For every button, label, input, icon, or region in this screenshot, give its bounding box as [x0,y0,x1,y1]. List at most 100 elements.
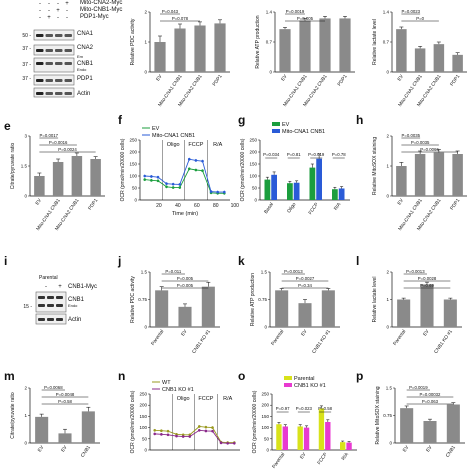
panel-letter: l [356,254,359,268]
y-tick-label: 0.75 [383,413,392,418]
data-point [165,185,168,189]
data-point [160,429,163,433]
bar [338,188,345,200]
p-value: P=0.043 [162,9,179,14]
p-value: P=0.0016 [49,140,68,145]
y-tick-label: 50 [132,186,138,191]
data-point [211,429,214,433]
bar [423,421,437,443]
bar [154,42,166,72]
phase-label: FCCP [198,396,213,402]
data-point [171,186,175,189]
y-tick-label: 0.75 [258,297,267,302]
bar [452,54,463,72]
y-tick-label: 2 [386,270,389,275]
y-tick-label: 0 [24,194,27,199]
data-point [223,190,226,194]
y-tick-label: 2 [386,134,389,139]
y-tick-label: 1.5 [386,386,393,391]
y-tick-label: 1.5 [261,270,268,275]
blot-band [55,79,63,82]
y-axis-label: OCR (pmol/min/20000 cells) [252,390,258,453]
blot-sign: - [39,15,41,21]
blot-band [36,34,44,37]
blot-membrane [33,57,75,73]
x-tick-label: EV [402,444,411,453]
x-tick-label: PDP1 [449,73,461,87]
blot-row-label: CNA2 [77,45,94,51]
y-tick-label: 0 [264,325,267,330]
y-tick-label: 250 [249,138,257,143]
data-point [153,432,157,436]
bar [400,408,414,443]
y-tick-label: 0.75 [138,297,147,302]
data-point [181,435,185,438]
y-axis-label: Relative PDC activity [130,276,136,323]
blot-band [64,92,72,95]
blot-kda: 37 - [22,76,31,82]
blot-sign: - [57,15,59,21]
legend-label: EV [152,126,160,132]
y-axis-label: OCR (pmol/min/20000 cells) [130,390,136,453]
blot-sign: - [39,1,41,7]
phase-label: FCCP [188,142,203,148]
panel-letter: k [238,254,245,268]
data-point [166,433,170,437]
y-axis-label: OCR (pmol/min/20000 cells) [240,138,246,201]
y-tick-label: 0 [144,448,147,453]
data-point [150,179,153,182]
blot-sign: - [48,8,50,14]
x-tick-label: R/A [333,201,343,212]
blot-band [64,49,72,52]
blot-condition-label: Mito-CNB1-Myc [80,7,122,13]
blot-kda: 37 - [22,46,31,52]
legend-label: Parental [294,376,315,382]
data-point [150,175,153,178]
y-tick-label: 100 [139,425,147,430]
bar [264,179,271,200]
legend-label: CNB1 KO #1 [162,387,194,393]
p-value: P=0.0024 [58,147,77,152]
data-point [143,178,147,181]
blot-sign: - [66,8,68,14]
blot-band [64,79,72,82]
bar [71,156,83,196]
blot-condition-label: PDP1-Myc [80,14,109,20]
bar [155,290,169,327]
y-axis-label: Relative lactate level [372,277,378,323]
y-tick-label: 0 [386,194,389,199]
legend-label: Mito-CNA1 CNB1 [282,129,325,135]
p-value: P=0.0017 [39,133,58,138]
y-axis-label: Citrate/pyruvate ratio [10,143,16,190]
y-tick-label: 1 [24,413,27,418]
blot-band [55,92,63,95]
bar [58,433,72,443]
x-tick-label: 80 [213,203,219,209]
chart-l: 0 1 2 Relative lactate level Parental EV CNB1 … [372,269,462,355]
y-tick-label: 250 [139,392,147,397]
bar [316,158,322,200]
bar [346,442,352,450]
p-value: P=0.34 [298,283,312,288]
bar [35,416,49,443]
p-value: P=0.005 [177,276,194,281]
bar [194,25,206,72]
blot-band [56,296,63,299]
blot-sign: - [48,1,50,7]
bar [318,408,325,450]
y-tick-label: 1.4 [383,10,390,15]
y-axis-label: Relative PDC activity [130,18,136,65]
bar [287,183,293,200]
x-tick-label: 20 [156,203,162,209]
blot-row-label: Actin [68,317,81,323]
x-tick-label: EV [37,444,46,453]
x-tick-label: EV [60,444,69,453]
data-point [197,425,201,428]
x-tick-label: EV [299,451,308,460]
data-point [204,425,208,429]
p-value: P=0 [416,16,424,21]
y-tick-label: 1.5 [141,270,148,275]
bar [178,306,192,327]
